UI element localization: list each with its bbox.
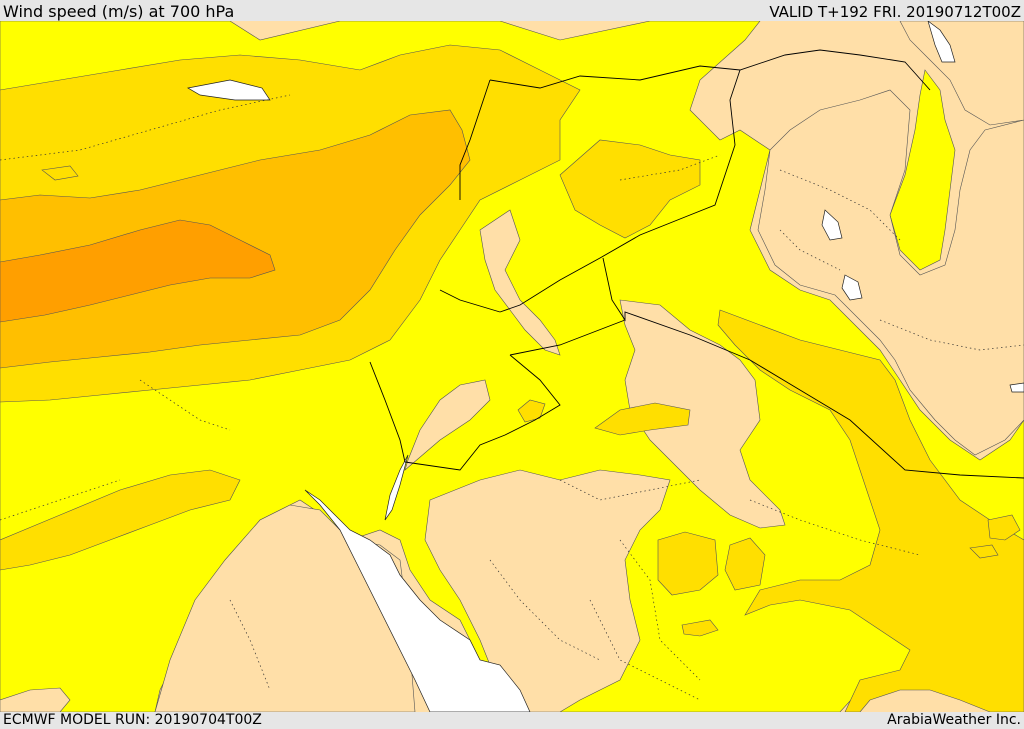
footer-bar: ECMWF MODEL RUN: 20190704T00Z ArabiaWeat… — [0, 712, 1024, 729]
country-borders — [369, 49, 1024, 479]
header-bar: Wind speed (m/s) at 700 hPa VALID T+192 … — [0, 0, 1024, 21]
valid-time: VALID T+192 FRI. 20190712T00Z — [769, 3, 1021, 21]
band-orange — [0, 219, 276, 323]
model-run: ECMWF MODEL RUN: 20190704T00Z — [3, 712, 262, 728]
wind-speed-map — [0, 21, 1024, 712]
water-bodies — [187, 21, 1024, 712]
province-boundaries — [0, 94, 1024, 701]
band-low-patches — [0, 21, 1024, 712]
credit-text: ArabiaWeather Inc. — [887, 712, 1021, 728]
map-title: Wind speed (m/s) at 700 hPa — [3, 2, 235, 21]
